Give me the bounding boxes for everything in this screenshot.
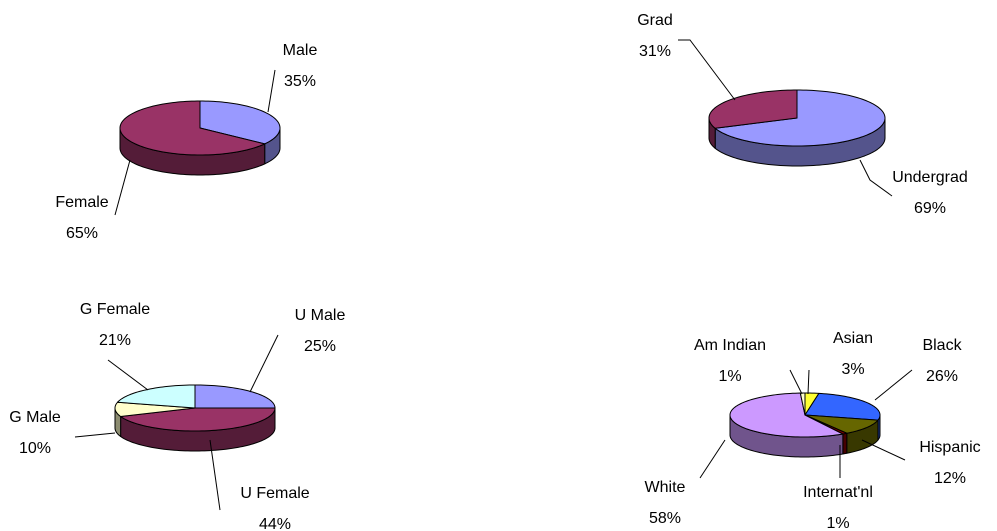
slice-label: Internat'nl bbox=[803, 484, 873, 501]
slice bbox=[114, 401, 196, 417]
leader-line bbox=[74, 432, 116, 438]
slice bbox=[194, 384, 276, 409]
slice-value-label: 3% bbox=[841, 361, 864, 378]
slice bbox=[804, 392, 881, 421]
slice bbox=[120, 407, 276, 432]
slice-side bbox=[842, 432, 848, 455]
slice-label: Hispanic bbox=[919, 439, 980, 456]
slice bbox=[199, 100, 281, 145]
leader-line bbox=[678, 39, 736, 101]
slice bbox=[119, 100, 266, 156]
slice-value-label: 58% bbox=[649, 510, 681, 527]
slice-value-label: 31% bbox=[639, 43, 671, 60]
slice-label: Grad bbox=[637, 12, 673, 29]
slice-label: Black bbox=[922, 337, 962, 354]
slice-value-label: 65% bbox=[66, 225, 98, 242]
slice-label: U Male bbox=[295, 307, 346, 324]
slice bbox=[117, 384, 196, 409]
slice-value-label: 1% bbox=[826, 515, 849, 531]
leader-line bbox=[267, 69, 276, 113]
slice-label: Female bbox=[55, 194, 108, 211]
slice-label: G Female bbox=[80, 301, 150, 318]
slice-label: Male bbox=[283, 42, 318, 59]
slice-value-label: 21% bbox=[99, 332, 131, 349]
leader-line bbox=[861, 439, 906, 461]
leader-line bbox=[114, 159, 131, 216]
slice-value-label: 10% bbox=[19, 440, 51, 457]
slice-label: White bbox=[645, 479, 686, 496]
leader-line bbox=[107, 359, 149, 391]
slice-label: Undergrad bbox=[892, 169, 968, 186]
slice-value-label: 69% bbox=[914, 200, 946, 217]
slice-value-label: 25% bbox=[304, 338, 336, 355]
slice bbox=[799, 392, 806, 416]
leader-line bbox=[249, 334, 279, 393]
slice-label: Asian bbox=[833, 330, 873, 347]
slice-label: Am Indian bbox=[694, 337, 766, 354]
slice bbox=[804, 414, 879, 434]
leader-line bbox=[874, 369, 913, 401]
slice-value-label: 1% bbox=[718, 368, 741, 385]
slice bbox=[714, 89, 886, 147]
leader-line bbox=[699, 439, 726, 479]
slice bbox=[729, 392, 844, 438]
slice-value-label: 26% bbox=[926, 368, 958, 385]
leader-line bbox=[789, 369, 803, 395]
leader-line bbox=[807, 369, 810, 395]
leader-line bbox=[209, 439, 221, 511]
slice-value-label: 12% bbox=[934, 470, 966, 487]
slice-label: G Male bbox=[9, 409, 61, 426]
slice-label: U Female bbox=[240, 485, 309, 502]
leader-line bbox=[859, 159, 893, 197]
slice-value-label: 44% bbox=[259, 516, 291, 531]
slice-value-label: 35% bbox=[284, 73, 316, 90]
slice bbox=[708, 89, 798, 129]
